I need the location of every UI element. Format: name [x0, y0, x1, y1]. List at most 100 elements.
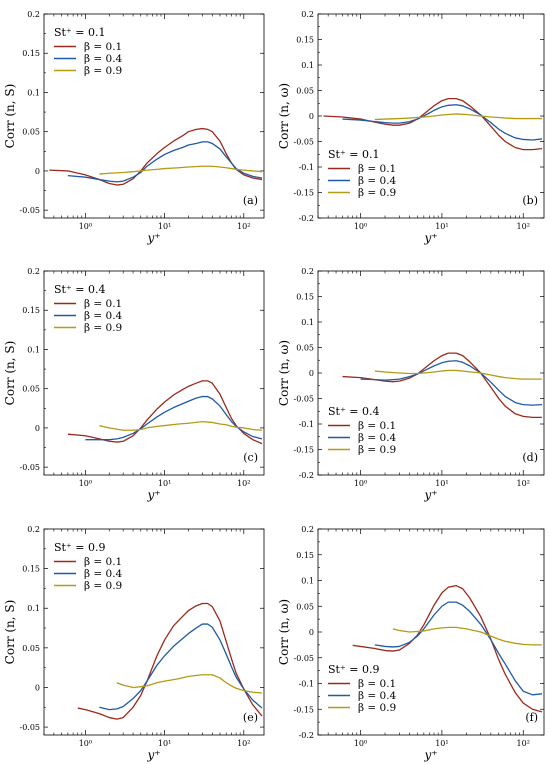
- series-line-beta-01: [342, 352, 542, 419]
- legend-label: β = 0.1: [358, 420, 396, 432]
- y-tick-label: 0.1: [301, 61, 314, 70]
- y-tick-label: 0.05: [296, 87, 314, 96]
- legend-label: β = 0.1: [84, 556, 122, 568]
- y-tick-label: 0.05: [22, 128, 40, 137]
- x-tick-label: 10⁰: [79, 739, 92, 748]
- y-tick-label: 0: [35, 167, 40, 176]
- legend-label: β = 0.1: [84, 298, 122, 310]
- legend-label: β = 0.4: [358, 175, 397, 187]
- panel-tag: (d): [522, 451, 538, 464]
- series-line-beta-04: [85, 395, 263, 441]
- x-tick-label: 10¹: [158, 739, 171, 748]
- y-tick-label: 0: [309, 112, 314, 121]
- panel-e: -0.05 0 0.05 0.1 0.15 0.2 10⁰ 10¹ 10² St⁺ = 0.9 β …: [3, 525, 265, 762]
- panel-tag: (f): [525, 711, 538, 724]
- panel-f: -0.2 -0.15 -0.1 -0.05 0 0.05 0.1 0.15 0.2 10⁰ 10¹ 1…: [277, 525, 545, 762]
- legend-label: β = 0.1: [358, 163, 396, 175]
- y-tick-label: 0.05: [22, 644, 40, 653]
- panel-tag: (e): [243, 711, 258, 724]
- y-tick-label: -0.1: [299, 680, 314, 689]
- y-tick-label: -0.15: [293, 446, 314, 455]
- series-line-beta-09: [99, 421, 263, 431]
- series-line-beta-01: [323, 98, 543, 151]
- series-line-beta-04: [374, 601, 543, 696]
- x-tick-label: 10¹: [435, 739, 448, 748]
- y-tick-label: -0.05: [19, 206, 40, 215]
- y-tick-label: -0.1: [299, 420, 314, 429]
- y-tick-label: 0.15: [296, 293, 314, 302]
- x-tick-label: 10²: [517, 479, 530, 488]
- y-tick-label: 0.05: [296, 344, 314, 353]
- legend-label: β = 0.4: [84, 310, 123, 322]
- x-tick-label: 10⁰: [354, 222, 367, 231]
- y-tick-label: 0.1: [301, 577, 314, 586]
- legend-title: St⁺ = 0.9: [54, 541, 105, 554]
- legend-label: β = 0.9: [84, 580, 122, 592]
- y-tick-label: -0.1: [299, 163, 314, 172]
- x-tick-label: 10²: [237, 222, 250, 231]
- y-tick-label: 0.1: [301, 318, 314, 327]
- legend-label: β = 0.4: [358, 690, 397, 702]
- panel-a: -0.05 0 0.05 0.1 0.15 0.2 10⁰ 10¹ 10² St⁺ = 0.1 β …: [3, 10, 265, 245]
- legend-label: β = 0.9: [84, 322, 122, 334]
- y-axis-label: Corr (n, ω): [277, 599, 291, 665]
- panel-b: -0.2 -0.15 -0.1 -0.05 0 0.05 0.1 0.15 0.2 10⁰ 10¹ 1…: [277, 10, 545, 245]
- legend-label: β = 0.9: [358, 444, 396, 456]
- y-axis-label: Corr (n, ω): [277, 83, 291, 149]
- x-tick-label: 10⁰: [354, 479, 367, 488]
- panel-tag: (a): [243, 194, 258, 207]
- y-tick-label: -0.2: [299, 471, 314, 480]
- series-line-beta-01: [77, 602, 263, 720]
- x-tick-label: 10⁰: [79, 222, 92, 231]
- y-tick-label: 0.15: [296, 551, 314, 560]
- series-line-beta-09: [374, 369, 542, 380]
- y-tick-label: -0.15: [293, 189, 314, 198]
- y-tick-label: -0.05: [293, 395, 314, 404]
- y-tick-label: -0.2: [299, 731, 314, 740]
- y-axis-label: Corr (n, S): [3, 600, 17, 665]
- legend-title: St⁺ = 0.4: [328, 405, 379, 418]
- legend-label: β = 0.1: [358, 678, 396, 690]
- y-tick-label: 0.2: [27, 267, 40, 276]
- x-tick-label: 10¹: [158, 479, 171, 488]
- x-tick-label: 10⁰: [354, 739, 367, 748]
- y-tick-label: -0.05: [19, 723, 40, 732]
- legend-label: β = 0.9: [84, 65, 122, 77]
- legend-label: β = 0.4: [84, 53, 123, 65]
- x-tick-label: 10²: [237, 739, 250, 748]
- panel-d: -0.2 -0.15 -0.1 -0.05 0 0.05 0.1 0.15 0.2 10⁰ 10¹ 1…: [277, 267, 545, 502]
- series-line-beta-04: [67, 141, 263, 183]
- x-tick-label: 10⁰: [79, 479, 92, 488]
- legend-label: β = 0.4: [358, 432, 397, 444]
- y-tick-label: -0.05: [293, 654, 314, 663]
- x-tick-label: 10²: [237, 479, 250, 488]
- x-tick-label: 10²: [517, 739, 530, 748]
- y-tick-label: 0.05: [296, 602, 314, 611]
- legend-label: β = 0.9: [358, 187, 396, 199]
- y-tick-label: 0.2: [301, 267, 314, 276]
- y-tick-label: 0.05: [22, 385, 40, 394]
- x-tick-label: 10¹: [435, 222, 448, 231]
- panel-tag: (c): [243, 451, 258, 464]
- x-tick-label: 10¹: [158, 222, 171, 231]
- y-tick-label: 0.15: [296, 36, 314, 45]
- y-tick-label: 0.2: [27, 10, 40, 19]
- y-axis-label: Corr (n, S): [3, 341, 17, 406]
- plot-frame: [317, 528, 545, 736]
- legend-title: St⁺ = 0.1: [328, 148, 379, 161]
- x-tick-label: 10²: [517, 222, 530, 231]
- legend-title: St⁺ = 0.1: [54, 26, 105, 39]
- x-axis-label: y⁺: [146, 488, 160, 502]
- y-tick-label: 0: [35, 683, 40, 692]
- y-tick-label: 0.15: [22, 565, 40, 574]
- y-tick-label: 0.2: [301, 525, 314, 534]
- plot-frame: [317, 270, 545, 476]
- series-line-beta-04: [360, 360, 543, 406]
- y-tick-label: 0.15: [22, 306, 40, 315]
- y-axis-label: Corr (n, ω): [277, 340, 291, 406]
- series-line-beta-04: [342, 104, 543, 141]
- x-axis-label: y⁺: [146, 748, 160, 762]
- x-axis-label: y⁺: [423, 488, 437, 502]
- x-tick-label: 10¹: [435, 479, 448, 488]
